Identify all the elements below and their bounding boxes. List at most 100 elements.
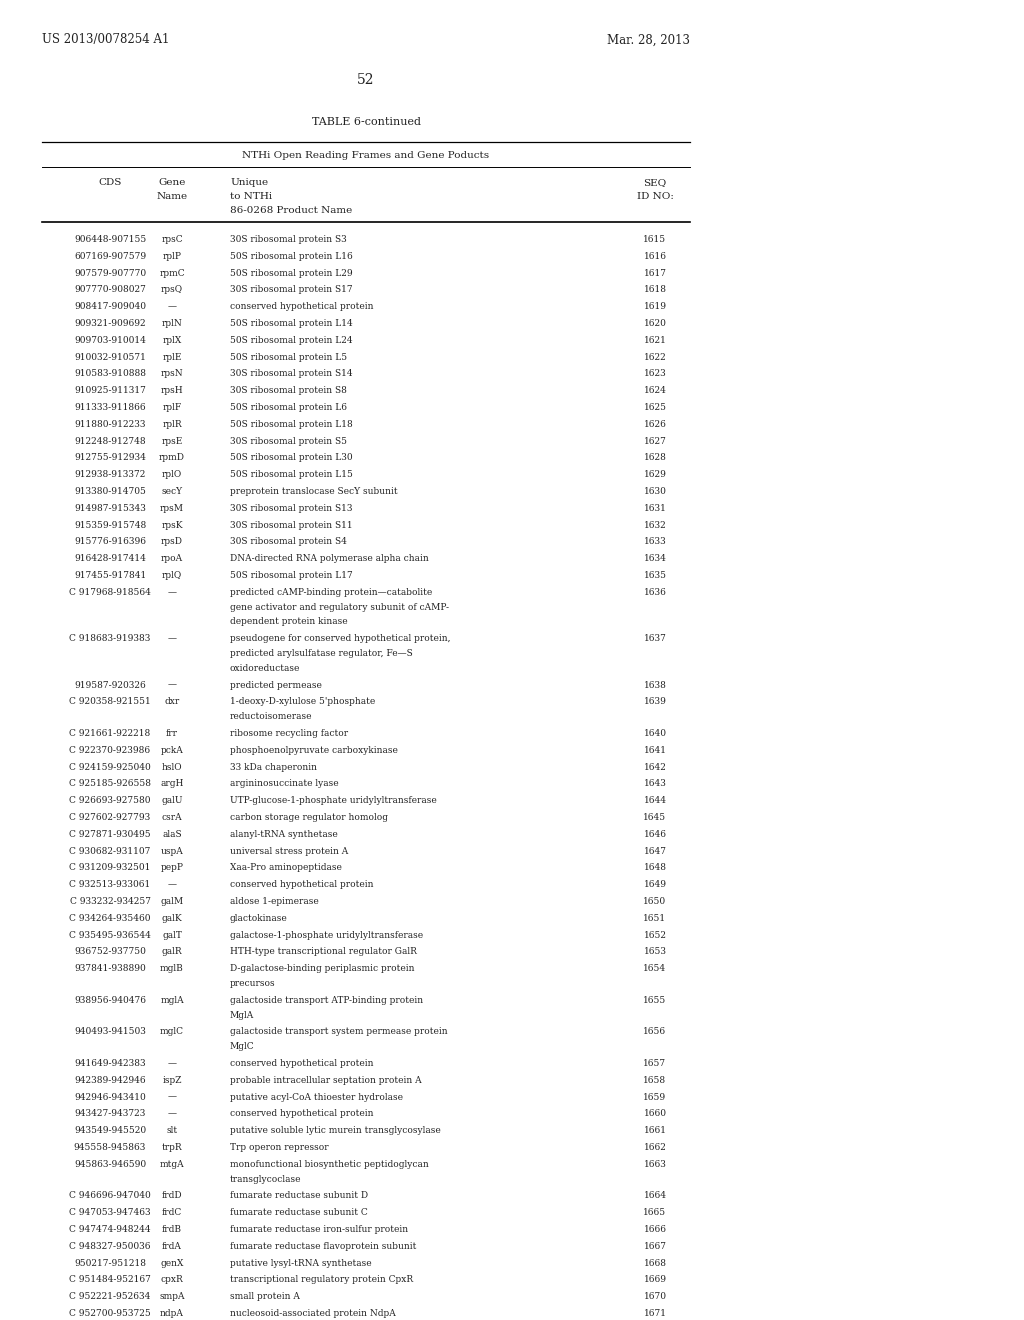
Text: HTH-type transcriptional regulator GalR: HTH-type transcriptional regulator GalR — [230, 948, 417, 957]
Text: 1664: 1664 — [643, 1192, 667, 1200]
Text: C 918683-919383: C 918683-919383 — [70, 634, 151, 643]
Text: rpsD: rpsD — [161, 537, 183, 546]
Text: ID NO:: ID NO: — [637, 191, 674, 201]
Text: 30S ribosomal protein S8: 30S ribosomal protein S8 — [230, 387, 347, 395]
Text: to NTHi: to NTHi — [230, 191, 272, 201]
Text: 1624: 1624 — [643, 387, 667, 395]
Text: conserved hypothetical protein: conserved hypothetical protein — [230, 1109, 374, 1118]
Text: 943549-945520: 943549-945520 — [74, 1126, 146, 1135]
Text: rpsH: rpsH — [161, 387, 183, 395]
Text: 52: 52 — [357, 73, 375, 87]
Text: 1626: 1626 — [643, 420, 667, 429]
Text: 30S ribosomal protein S11: 30S ribosomal protein S11 — [230, 520, 352, 529]
Text: 1618: 1618 — [643, 285, 667, 294]
Text: 50S ribosomal protein L18: 50S ribosomal protein L18 — [230, 420, 352, 429]
Text: 1619: 1619 — [643, 302, 667, 312]
Text: C 947474-948244: C 947474-948244 — [70, 1225, 151, 1234]
Text: 607169-907579: 607169-907579 — [74, 252, 146, 261]
Text: C 927871-930495: C 927871-930495 — [70, 830, 151, 838]
Text: 950217-951218: 950217-951218 — [74, 1258, 146, 1267]
Text: rplO: rplO — [162, 470, 182, 479]
Text: C 947053-947463: C 947053-947463 — [70, 1208, 151, 1217]
Text: rpsE: rpsE — [162, 437, 182, 446]
Text: Mar. 28, 2013: Mar. 28, 2013 — [607, 33, 690, 46]
Text: galK: galK — [162, 913, 182, 923]
Text: reductoisomerase: reductoisomerase — [230, 713, 312, 721]
Text: C 927602-927793: C 927602-927793 — [70, 813, 151, 822]
Text: 1639: 1639 — [643, 697, 667, 706]
Text: C 920358-921551: C 920358-921551 — [70, 697, 151, 706]
Text: transglycoclase: transglycoclase — [230, 1175, 301, 1184]
Text: precursos: precursos — [230, 979, 275, 987]
Text: MglA: MglA — [230, 1011, 254, 1019]
Text: 1663: 1663 — [643, 1160, 667, 1168]
Text: 30S ribosomal protein S3: 30S ribosomal protein S3 — [230, 235, 347, 244]
Text: 1630: 1630 — [643, 487, 667, 496]
Text: probable intracellular septation protein A: probable intracellular septation protein… — [230, 1076, 422, 1085]
Text: 1659: 1659 — [643, 1093, 667, 1102]
Text: 911333-911866: 911333-911866 — [74, 403, 145, 412]
Text: 907579-907770: 907579-907770 — [74, 268, 146, 277]
Text: frdB: frdB — [162, 1225, 182, 1234]
Text: alanyl-tRNA synthetase: alanyl-tRNA synthetase — [230, 830, 338, 838]
Text: uspA: uspA — [161, 846, 183, 855]
Text: SEQ: SEQ — [643, 178, 667, 187]
Text: transcriptional regulatory protein CpxR: transcriptional regulatory protein CpxR — [230, 1275, 413, 1284]
Text: C 952700-953725: C 952700-953725 — [70, 1309, 151, 1317]
Text: secY: secY — [162, 487, 182, 496]
Text: gene activator and regulatory subunit of cAMP-: gene activator and regulatory subunit of… — [230, 603, 449, 611]
Text: —: — — [168, 634, 176, 643]
Text: 1654: 1654 — [643, 964, 667, 973]
Text: 50S ribosomal protein L24: 50S ribosomal protein L24 — [230, 335, 352, 345]
Text: 1633: 1633 — [644, 537, 667, 546]
Text: putative acyl-CoA thioester hydrolase: putative acyl-CoA thioester hydrolase — [230, 1093, 403, 1102]
Text: TABLE 6-continued: TABLE 6-continued — [311, 117, 421, 127]
Text: 945558-945863: 945558-945863 — [74, 1143, 146, 1152]
Text: 1656: 1656 — [643, 1027, 667, 1036]
Text: 86-0268 Product Name: 86-0268 Product Name — [230, 206, 352, 215]
Text: rplR: rplR — [162, 420, 182, 429]
Text: C 925185-926558: C 925185-926558 — [69, 779, 151, 788]
Text: 1652: 1652 — [643, 931, 667, 940]
Text: 940493-941503: 940493-941503 — [74, 1027, 146, 1036]
Text: 917455-917841: 917455-917841 — [74, 572, 146, 579]
Text: C 946696-947040: C 946696-947040 — [70, 1192, 151, 1200]
Text: galT: galT — [162, 931, 182, 940]
Text: 937841-938890: 937841-938890 — [74, 964, 145, 973]
Text: 1638: 1638 — [643, 681, 667, 689]
Text: 913380-914705: 913380-914705 — [74, 487, 146, 496]
Text: 1653: 1653 — [643, 948, 667, 957]
Text: alaS: alaS — [162, 830, 182, 838]
Text: 1671: 1671 — [643, 1309, 667, 1317]
Text: Name: Name — [157, 191, 187, 201]
Text: ribosome recycling factor: ribosome recycling factor — [230, 729, 348, 738]
Text: pckA: pckA — [161, 746, 183, 755]
Text: slt: slt — [167, 1126, 177, 1135]
Text: —: — — [168, 880, 176, 890]
Text: rplF: rplF — [163, 403, 181, 412]
Text: 943427-943723: 943427-943723 — [75, 1109, 145, 1118]
Text: 33 kDa chaperonin: 33 kDa chaperonin — [230, 763, 317, 772]
Text: 50S ribosomal protein L6: 50S ribosomal protein L6 — [230, 403, 347, 412]
Text: rpoA: rpoA — [161, 554, 183, 564]
Text: predicted cAMP-binding protein—catabolite: predicted cAMP-binding protein—catabolit… — [230, 587, 432, 597]
Text: smpA: smpA — [160, 1292, 184, 1302]
Text: 1643: 1643 — [643, 779, 667, 788]
Text: 1670: 1670 — [643, 1292, 667, 1302]
Text: 1617: 1617 — [643, 268, 667, 277]
Text: preprotein translocase SecY subunit: preprotein translocase SecY subunit — [230, 487, 397, 496]
Text: hslO: hslO — [162, 763, 182, 772]
Text: 30S ribosomal protein S13: 30S ribosomal protein S13 — [230, 504, 352, 512]
Text: predicted arylsulfatase regulator, Fe—S: predicted arylsulfatase regulator, Fe—S — [230, 649, 413, 657]
Text: nucleosoid-associated protein NdpA: nucleosoid-associated protein NdpA — [230, 1309, 395, 1317]
Text: frdA: frdA — [162, 1242, 182, 1251]
Text: 30S ribosomal protein S14: 30S ribosomal protein S14 — [230, 370, 352, 379]
Text: 936752-937750: 936752-937750 — [74, 948, 146, 957]
Text: phosphoenolpyruvate carboxykinase: phosphoenolpyruvate carboxykinase — [230, 746, 398, 755]
Text: 1660: 1660 — [643, 1109, 667, 1118]
Text: —: — — [168, 1059, 176, 1068]
Text: 30S ribosomal protein S4: 30S ribosomal protein S4 — [230, 537, 347, 546]
Text: Xaa-Pro aminopeptidase: Xaa-Pro aminopeptidase — [230, 863, 342, 873]
Text: galactoside transport system permease protein: galactoside transport system permease pr… — [230, 1027, 447, 1036]
Text: 941649-942383: 941649-942383 — [74, 1059, 145, 1068]
